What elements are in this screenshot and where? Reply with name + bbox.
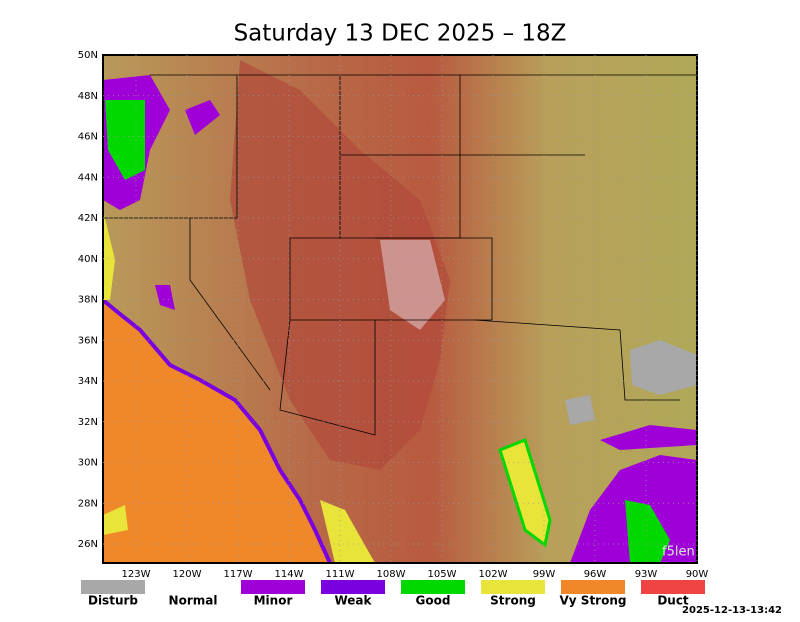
legend-label: Minor — [254, 594, 293, 608]
texas-strong — [498, 438, 552, 548]
lat-label: 40N — [78, 254, 98, 265]
legend-label: Duct — [657, 594, 689, 608]
lon-label: 123W — [122, 569, 151, 580]
legend-swatch — [481, 580, 545, 594]
lat-label: 28N — [78, 498, 98, 509]
legend-swatch — [561, 580, 625, 594]
lon-label: 102W — [479, 569, 508, 580]
legend: Disturb Normal Minor Weak Good Strong Vy Stron… — [81, 580, 705, 608]
lat-label: 48N — [78, 91, 98, 102]
lon-label: 93W — [635, 569, 658, 580]
lat-label: 42N — [78, 213, 98, 224]
disturb — [565, 395, 595, 425]
lat-label: 50N — [78, 50, 98, 61]
lon-label: 108W — [377, 569, 406, 580]
watermark: f5len — [662, 545, 695, 560]
legend-swatch — [321, 580, 385, 594]
lat-label: 44N — [78, 172, 98, 183]
title: Saturday 13 DEC 2025 – 18Z — [234, 21, 567, 47]
minor-band — [600, 425, 697, 450]
ocean-vy-strong — [103, 300, 330, 563]
legend-label: Normal — [169, 594, 218, 608]
legend-label: Disturb — [88, 594, 138, 608]
lon-label: 96W — [584, 569, 607, 580]
map-frame — [102, 54, 698, 564]
high-peaks — [380, 240, 445, 330]
lon-labels: 123W 120W 117W 114W 111W 108W 105W 102W 99W 96W 93… — [122, 55, 709, 580]
lat-label: 32N — [78, 417, 98, 428]
lat-label: 34N — [78, 376, 98, 387]
legend-swatch — [81, 580, 145, 594]
legend-swatch — [241, 580, 305, 594]
lon-label: 117W — [224, 569, 253, 580]
coast-strong — [103, 210, 115, 300]
gulf-ca-strong — [320, 500, 375, 563]
legend-label: Weak — [334, 594, 372, 608]
lon-label: 114W — [275, 569, 304, 580]
lon-label: 105W — [428, 569, 457, 580]
lat-label: 26N — [78, 539, 98, 550]
lon-label: 120W — [173, 569, 202, 580]
lon-label: 99W — [533, 569, 556, 580]
lat-label: 36N — [78, 335, 98, 346]
lon-label: 90W — [686, 569, 709, 580]
map: f5len — [101, 54, 698, 564]
minor-patch — [155, 285, 175, 310]
borders — [103, 74, 697, 436]
lat-labels: 50N 48N 46N 44N 42N 40N 38N 36N 34N 32N 30N 28N 26N — [78, 50, 697, 550]
good-nw — [105, 100, 145, 180]
lat-label: 38N — [78, 295, 98, 306]
legend-swatch — [401, 580, 465, 594]
legend-label: Vy Strong — [560, 594, 627, 608]
strong-patch — [103, 505, 128, 535]
gulf-good — [625, 500, 670, 563]
legend-label: Strong — [490, 594, 536, 608]
legend-label: Good — [416, 594, 451, 608]
legend-swatch — [641, 580, 705, 594]
disturb — [630, 340, 697, 395]
coastal-weak — [101, 298, 332, 564]
minor-patch — [185, 100, 220, 135]
lat-label: 30N — [78, 458, 98, 469]
lat-label: 46N — [78, 132, 98, 143]
lon-label: 111W — [326, 569, 355, 580]
timestamp: 2025-12-13-13:42 — [682, 605, 782, 616]
